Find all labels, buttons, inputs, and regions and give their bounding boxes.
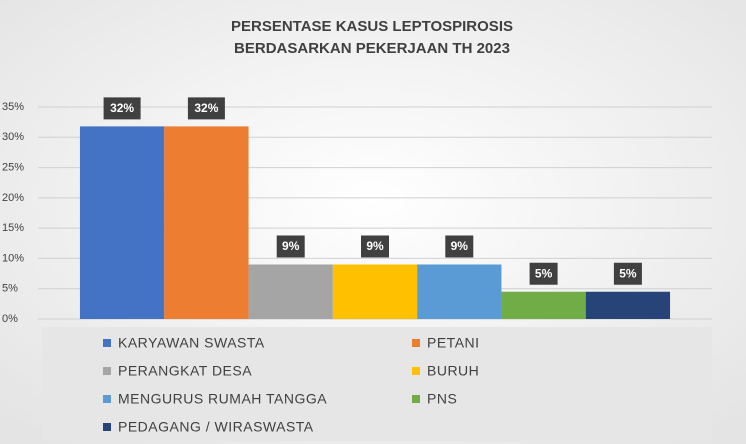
y-tick-label: 10% — [2, 252, 24, 264]
data-label: 5% — [619, 266, 637, 280]
legend-label: BURUH — [427, 363, 479, 379]
y-tick-label: 15% — [2, 222, 24, 234]
bar — [79, 126, 165, 319]
legend-label: PNS — [427, 391, 457, 407]
y-tick-label: 30% — [2, 131, 24, 143]
data-label: 9% — [451, 239, 469, 253]
legend-label: KARYAWAN SWASTA — [118, 335, 265, 351]
data-label: 5% — [535, 266, 553, 280]
data-label: 9% — [366, 239, 384, 253]
data-label-box — [529, 262, 558, 285]
legend-swatch — [103, 339, 111, 347]
bar — [501, 291, 586, 319]
y-tick-label: 35% — [2, 101, 24, 113]
legend-label: PETANI — [427, 335, 480, 351]
legend-box — [42, 327, 712, 441]
legend-swatch — [103, 367, 111, 375]
legend-swatch — [412, 367, 420, 375]
legend-label: PEDAGANG / WIRASWASTA — [118, 419, 314, 435]
bar — [332, 264, 418, 319]
legend-swatch — [103, 423, 111, 431]
legend-swatch — [103, 395, 111, 403]
data-label: 9% — [282, 239, 300, 253]
y-tick-label: 20% — [2, 192, 24, 204]
bar — [585, 291, 671, 319]
y-tick-label: 0% — [2, 313, 18, 325]
legend-swatch — [412, 339, 420, 347]
legend-label: MENGURUS RUMAH TANGGA — [118, 391, 327, 407]
bar — [248, 264, 333, 319]
legend-swatch — [412, 395, 420, 403]
data-label-box — [103, 97, 141, 120]
data-label-box — [361, 235, 389, 258]
data-label-box — [187, 97, 225, 120]
data-label: 32% — [110, 101, 134, 115]
bar — [164, 126, 249, 319]
legend-label: PERANGKAT DESA — [118, 363, 252, 379]
data-label-box — [613, 262, 642, 285]
chart-title: BERDASARKAN PEKERJAAN TH 2023 — [234, 40, 510, 57]
y-tick-label: 5% — [2, 283, 18, 295]
data-label-box — [445, 235, 474, 258]
data-label-box — [276, 235, 305, 258]
data-label: 32% — [194, 101, 218, 115]
bar — [417, 264, 502, 319]
y-tick-label: 25% — [2, 161, 24, 173]
chart-title: PERSENTASE KASUS LEPTOSPIROSIS — [231, 18, 513, 35]
